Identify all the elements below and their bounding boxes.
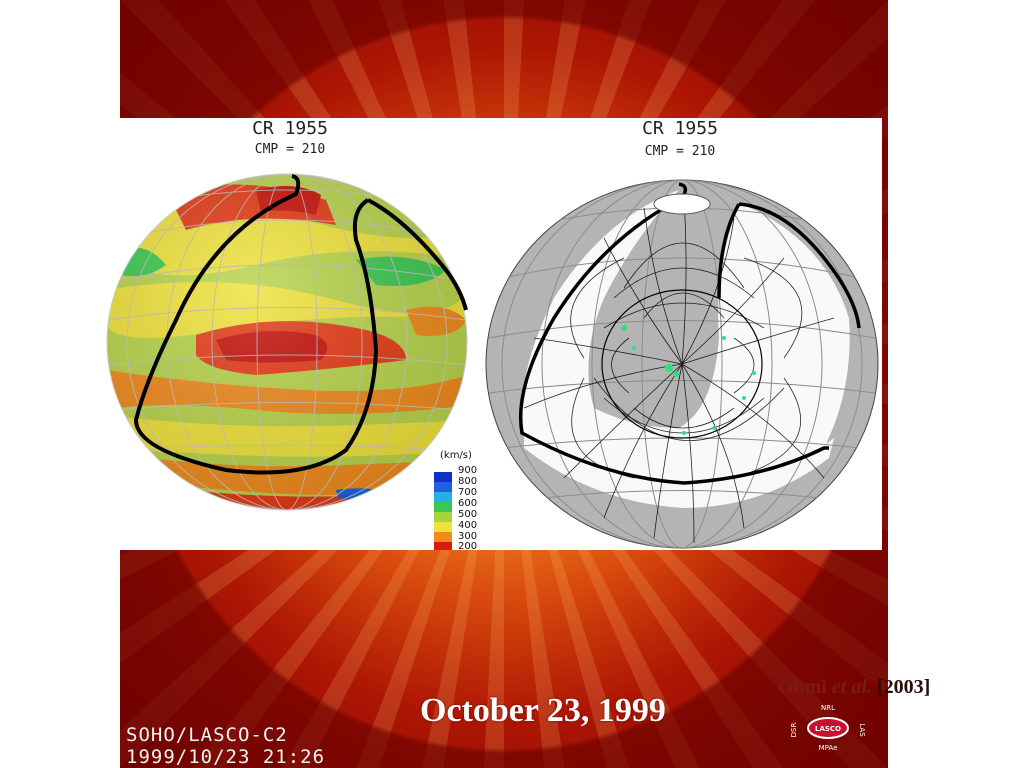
legend-label-400: 400 [458,520,478,531]
date-caption: October 23, 1999 [420,692,666,729]
citation: Ohmi et al. [2003] [778,676,930,699]
logo-center-text: LASCO [815,725,841,733]
logo-bottom-text: MPAe [819,744,838,752]
stamp-datetime: 1999/10/23 21:26 [126,746,326,768]
legend-swatch-700 [434,492,452,502]
logo-top-text: NRL [821,704,835,712]
legend-label-200: 200 [458,541,478,552]
citation-etal: et al. [831,676,872,698]
legend-swatch-500 [434,512,452,522]
solar-wind-speed-globe [106,173,468,511]
image-timestamp: SOHO/LASCO-C2 1999/10/23 21:26 [126,724,325,768]
lasco-logo: LASCO NRL MPAe DSR LAS [790,704,866,752]
legend-label-900: 900 [458,465,478,476]
legend-label-600: 600 [458,498,478,509]
stamp-instrument: SOHO/LASCO-C2 [126,724,288,746]
legend-unit: (km/s) [440,450,472,461]
logo-left-text: DSR [790,723,798,738]
legend-swatch-400 [434,522,452,532]
left-globe-title: CR 1955 [252,118,328,139]
citation-author: Ohmi [778,676,827,698]
right-globe-subtitle: CMP = 210 [644,144,716,159]
legend-swatch-800 [434,482,452,492]
legend-label-800: 800 [458,476,478,487]
legend-label-300: 300 [458,531,478,542]
legend-label-500: 500 [458,509,478,520]
magnetic-field-globe [485,179,879,549]
legend-swatch-600 [434,502,452,512]
citation-year: [2003] [876,676,931,698]
right-globe-title: CR 1955 [642,118,718,139]
left-globe-subtitle: CMP = 210 [254,142,326,157]
legend-swatch-200 [434,542,452,550]
logo-right-text: LAS [858,723,866,737]
legend-swatch-900 [434,472,452,482]
legend-label-700: 700 [458,487,478,498]
legend-swatch-300 [434,532,452,542]
figure-panel: CR 1955 CMP = 210 CR 1955 CMP = 210 [106,118,882,552]
